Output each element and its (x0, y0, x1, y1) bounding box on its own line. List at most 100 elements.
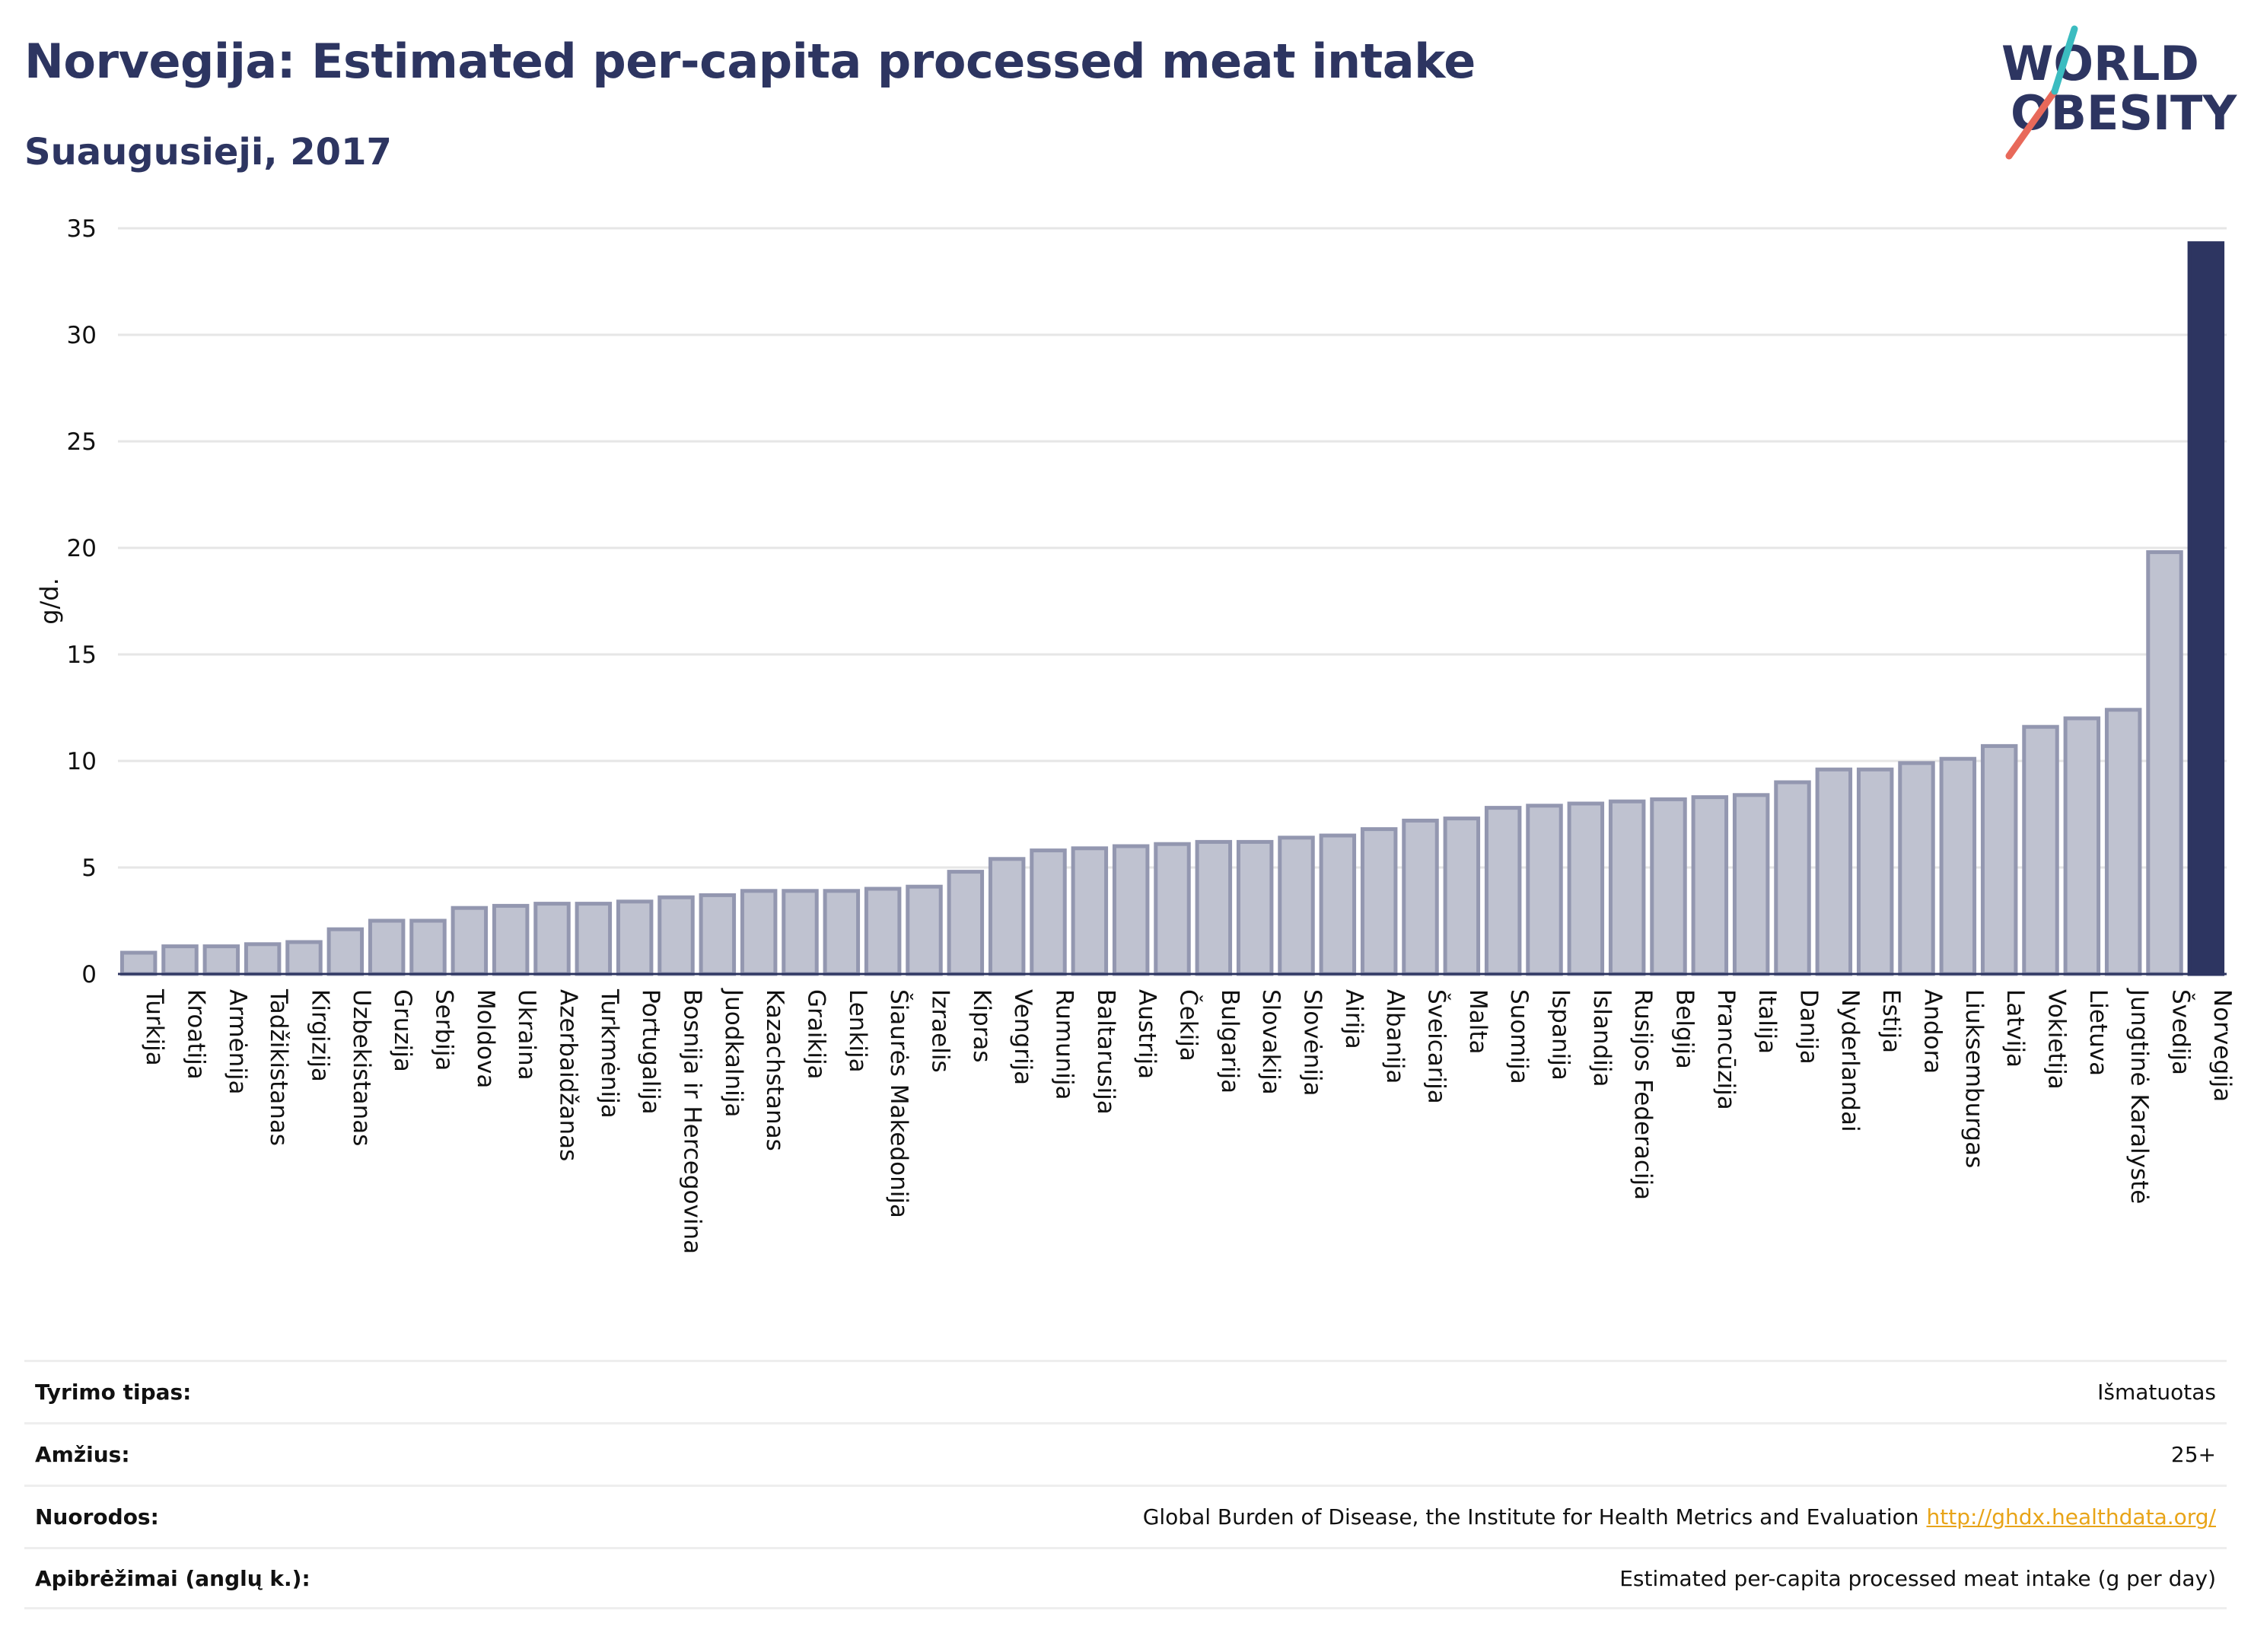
x-tick-label: Ispanija (1547, 989, 1574, 1081)
bar-kirgizija (285, 940, 323, 976)
x-tick-label: Ukraina (513, 989, 540, 1081)
bar-lietuva (2063, 716, 2101, 976)
x-tick-label: Latvija (2001, 989, 2029, 1068)
bar-gruzija (368, 918, 406, 976)
x-tick-label: Moldova (472, 989, 499, 1088)
x-tick-label: Lietuva (2084, 989, 2112, 1076)
meta-value: 25+ (2170, 1442, 2216, 1467)
x-tick-label: Jungtinė Karalystė (2125, 988, 2153, 1204)
bar-bulgarija (1195, 839, 1233, 976)
y-tick-label: 25 (67, 428, 97, 456)
x-tick-label: Nyderlandai (1836, 989, 1864, 1132)
x-tick-label: Airija (1340, 989, 1367, 1049)
bar-latvija (1980, 743, 2018, 976)
meta-label: Amžius: (35, 1442, 130, 1467)
x-tick-label: Vokietija (2043, 989, 2071, 1090)
x-tick-label: Prancūzija (1712, 989, 1740, 1110)
meta-label: Apibrėžimai (anglų k.): (35, 1565, 310, 1591)
bar-kazachstanas (740, 889, 778, 976)
x-tick-label: Vengrija (1009, 989, 1036, 1085)
bar-prancūzija (1691, 795, 1729, 976)
logo-slash-red (2005, 88, 2058, 160)
bar-baltarusija (1071, 846, 1109, 976)
bar-andora (1898, 761, 1935, 976)
y-axis-label: g/d. (35, 578, 64, 625)
x-tick-label: Estija (1877, 989, 1905, 1053)
x-tick-label: Belgija (1671, 989, 1699, 1069)
x-tick-label: Graikija (803, 989, 830, 1080)
world-obesity-logo: WORLD OBESITY (2001, 25, 2237, 160)
bar-portugalija (616, 899, 654, 976)
x-tick-label: Slovakija (1257, 989, 1285, 1095)
x-tick-label: Rusijos Federacija (1629, 989, 1657, 1200)
meta-label: Tyrimo tipas: (35, 1380, 192, 1405)
bar-kroatija (161, 944, 199, 976)
bar-tadžikistanas (244, 942, 282, 976)
x-tick-label: Portugalija (637, 989, 664, 1115)
bar-liuksemburgas (1939, 756, 1977, 976)
x-tick-label: Islandija (1588, 989, 1616, 1087)
x-tick-label: Armėnija (224, 989, 251, 1095)
x-tick-label: Bosnija ir Hercegovina (679, 989, 706, 1254)
bar-rusijos-federacija (1608, 799, 1646, 976)
bar-jungtinė-karalystė (2104, 708, 2142, 976)
x-tick-label: Azerbaidžanas (555, 989, 582, 1161)
meta-label: Nuorodos: (35, 1504, 159, 1529)
meta-value-references: Global Burden of Disease, the Institute … (1143, 1504, 2216, 1529)
x-tick-label: Danija (1795, 989, 1823, 1065)
y-tick-label: 20 (67, 535, 97, 562)
chart-subtitle: Suaugusieji, 2017 (24, 131, 392, 173)
y-tick-label: 35 (67, 215, 97, 243)
bar-moldova (451, 906, 489, 976)
bar-ukraina (492, 903, 530, 976)
bars (119, 241, 2225, 976)
x-axis-ticks: Turkija Kroatija Armėnija Tadžikistanas Kirg… (141, 988, 2236, 1254)
x-tick-label: Lenkija (844, 989, 871, 1073)
x-tick-label: Baltarusija (1092, 989, 1119, 1115)
meta-value: Estimated per-capita processed meat inta… (1619, 1565, 2216, 1591)
x-tick-label: Izraelis (927, 989, 954, 1073)
bar-estija (1856, 767, 1894, 976)
bar-slovakija (1236, 839, 1274, 976)
x-tick-label: Slovėnija (1299, 989, 1326, 1097)
x-tick-label: Andora (1919, 989, 1947, 1074)
x-tick-label: Liuksemburgas (1960, 989, 1988, 1168)
meta-row-references: Nuorodos: Global Burden of Disease, the … (24, 1485, 2227, 1547)
bar-nyderlandai (1815, 767, 1853, 976)
x-tick-label: Kroatija (183, 989, 210, 1080)
x-tick-label: Italija (1753, 989, 1781, 1054)
bar-belgija (1650, 797, 1687, 976)
x-tick-label: Juodkalnija (720, 988, 747, 1117)
x-tick-label: Tadžikistanas (265, 988, 292, 1146)
bar-chart: 0 5 10 15 20 25 30 35 g/d. Turkija Kroatija Armėn… (35, 215, 2236, 1254)
bar-lenkija (823, 889, 861, 976)
x-tick-label: Suomija (1505, 989, 1533, 1084)
x-tick-label: Gruzija (389, 989, 416, 1072)
x-tick-label: Kazachstanas (761, 989, 788, 1151)
x-tick-label: Kipras (968, 989, 995, 1063)
bar-airija (1319, 833, 1357, 976)
y-tick-label: 10 (67, 748, 97, 775)
bar-turkija (119, 950, 158, 976)
bar-švedija (2146, 550, 2183, 976)
bar-austrija (1112, 844, 1150, 976)
bar-graikija (782, 889, 819, 976)
bar-armėnija (202, 944, 240, 976)
bar-juodkalnija (699, 893, 737, 976)
x-tick-label: Bulgarija (1216, 989, 1243, 1093)
meta-row-age: Amžius: 25+ (24, 1422, 2227, 1485)
x-tick-label: Čekija (1175, 989, 1203, 1062)
bar-čekija (1154, 842, 1191, 976)
bar-kipras (947, 870, 985, 976)
bar-izraelis (906, 884, 943, 976)
reference-link[interactable]: http://ghdx.healthdata.org/ (1926, 1504, 2216, 1529)
logo-line1: WORLD (2001, 36, 2199, 91)
bar-suomija (1484, 806, 1522, 976)
x-tick-label: Kirgizija (307, 989, 334, 1082)
bar-vokietija (2022, 724, 2059, 976)
logo-slash-teal (2051, 25, 2078, 95)
bar-turkmėnija (575, 902, 613, 976)
x-tick-label: Švedija (2167, 989, 2195, 1075)
x-tick-label: Turkmėnija (596, 988, 623, 1119)
bar-šveicarija (1402, 818, 1439, 976)
